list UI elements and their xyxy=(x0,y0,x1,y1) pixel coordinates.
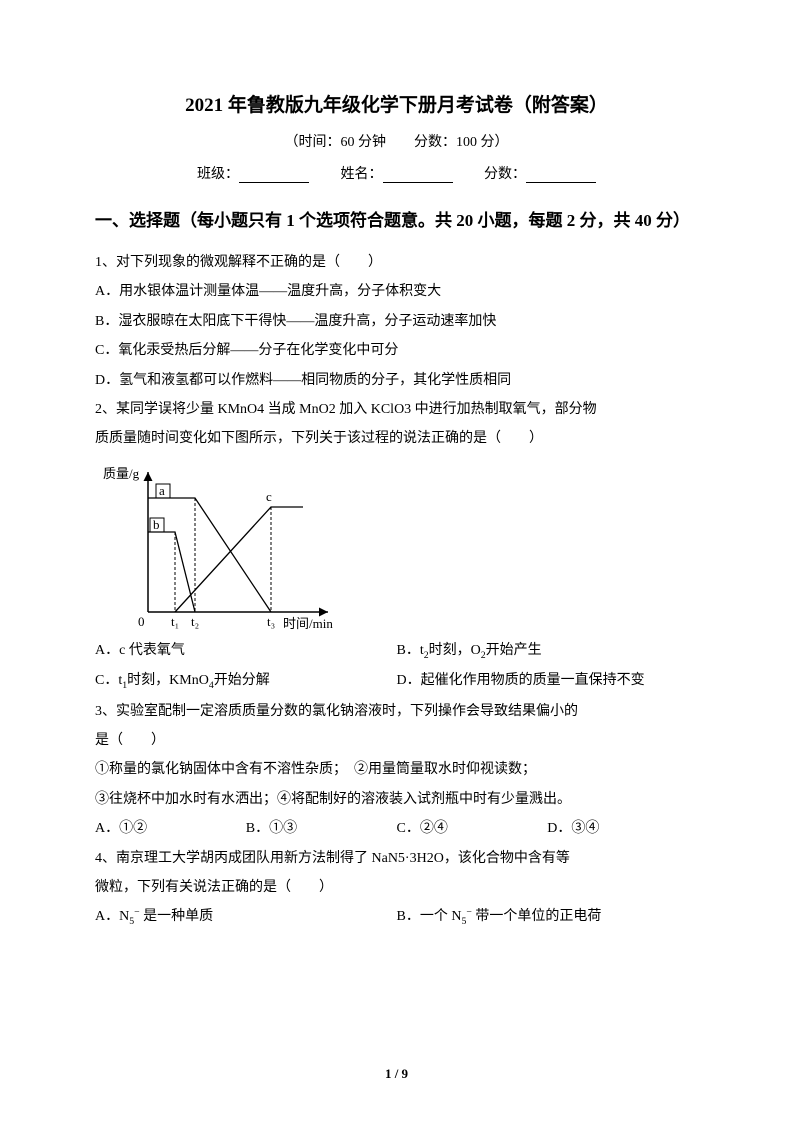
svg-text:t₃: t₃ xyxy=(267,614,275,629)
section-1-header: 一、选择题（每小题只有 1 个选项符合题意。共 20 小题，每题 2 分，共 4… xyxy=(95,201,698,240)
score-blank[interactable] xyxy=(526,182,596,183)
q1-option-c: C．氧化汞受热后分解——分子在化学变化中可分 xyxy=(95,336,698,365)
q3-condition-line2: ③往烧杯中加水时有水洒出；④将配制好的溶液装入试剂瓶中时有少量溅出。 xyxy=(95,785,698,814)
q4-stem-line1: 4、南京理工大学胡丙成团队用新方法制得了 NaN5·3H2O，该化合物中含有等 xyxy=(95,844,698,873)
q2-options-row1: A．c 代表氧气 B．t2时刻，O2开始产生 xyxy=(95,636,698,666)
time-value: 60 分钟 xyxy=(341,135,387,150)
svg-text:c: c xyxy=(266,489,272,504)
score-value: 100 分） xyxy=(456,135,509,150)
q2-option-a: A．c 代表氧气 xyxy=(95,636,397,666)
q2-options-row2: C．t1时刻，KMnO4开始分解 D．起催化作用物质的质量一直保持不变 xyxy=(95,666,698,696)
svg-text:b: b xyxy=(153,517,160,532)
student-info-row: 班级： 姓名： 分数： xyxy=(95,163,698,183)
class-blank[interactable] xyxy=(239,182,309,183)
q2-option-b: B．t2时刻，O2开始产生 xyxy=(397,636,699,666)
q3-option-a: A．①② xyxy=(95,814,246,843)
page-number: 1 / 9 xyxy=(0,1066,793,1082)
q2-stem-line1: 2、某同学误将少量 KMnO4 当成 MnO2 加入 KClO3 中进行加热制取… xyxy=(95,395,698,424)
q3-options-row: A．①② B．①③ C．②④ D．③④ xyxy=(95,814,698,843)
score-field-label: 分数： xyxy=(484,167,526,182)
q3-option-d: D．③④ xyxy=(547,814,698,843)
q4-stem-line2: 微粒，下列有关说法正确的是（ ） xyxy=(95,873,698,902)
svg-text:t₁: t₁ xyxy=(171,614,179,629)
name-blank[interactable] xyxy=(383,182,453,183)
q1-option-a: A．用水银体温计测量体温——温度升高，分子体积变大 xyxy=(95,277,698,306)
class-label: 班级： xyxy=(197,167,239,182)
q1-stem: 1、对下列现象的微观解释不正确的是（ ） xyxy=(95,248,698,277)
exam-title: 2021 年鲁教版九年级化学下册月考试卷（附答案） xyxy=(95,90,698,117)
q3-stem-line1: 3、实验室配制一定溶质质量分数的氯化钠溶液时，下列操作会导致结果偏小的 xyxy=(95,697,698,726)
svg-text:质量/g: 质量/g xyxy=(103,466,140,481)
q4-options-row: A．N5− 是一种单质 B．一个 N5− 带一个单位的正电荷 xyxy=(95,902,698,932)
q3-stem-line2: 是（ ） xyxy=(95,726,698,755)
time-label: （时间： xyxy=(285,135,341,150)
q4-option-a: A．N5− 是一种单质 xyxy=(95,902,397,932)
name-label: 姓名： xyxy=(341,167,383,182)
q3-option-b: B．①③ xyxy=(246,814,397,843)
q1-option-b: B．湿衣服晾在太阳底下干得快——温度升高，分子运动速率加快 xyxy=(95,307,698,336)
exam-subtitle: （时间：60 分钟 分数：100 分） xyxy=(95,131,698,151)
q2-option-c: C．t1时刻，KMnO4开始分解 xyxy=(95,666,397,696)
svg-text:0: 0 xyxy=(138,614,145,629)
mass-time-chart: a b c 质量/g 时间/min 0 t₁ t₂ t₃ xyxy=(103,462,343,632)
svg-text:a: a xyxy=(159,483,165,498)
q4-option-b: B．一个 N5− 带一个单位的正电荷 xyxy=(397,902,699,932)
score-label: 分数： xyxy=(414,135,456,150)
svg-text:t₂: t₂ xyxy=(191,614,199,629)
q2-option-d: D．起催化作用物质的质量一直保持不变 xyxy=(397,666,699,696)
q2-stem-line2: 质质量随时间变化如下图所示，下列关于该过程的说法正确的是（ ） xyxy=(95,424,698,453)
q2-chart: a b c 质量/g 时间/min 0 t₁ t₂ t₃ xyxy=(103,462,343,632)
q1-option-d: D．氢气和液氢都可以作燃料——相同物质的分子，其化学性质相同 xyxy=(95,366,698,395)
svg-text:时间/min: 时间/min xyxy=(283,616,333,631)
q3-condition-line1: ①称量的氯化钠固体中含有不溶性杂质； ②用量筒量取水时仰视读数； xyxy=(95,755,698,784)
q3-option-c: C．②④ xyxy=(397,814,548,843)
